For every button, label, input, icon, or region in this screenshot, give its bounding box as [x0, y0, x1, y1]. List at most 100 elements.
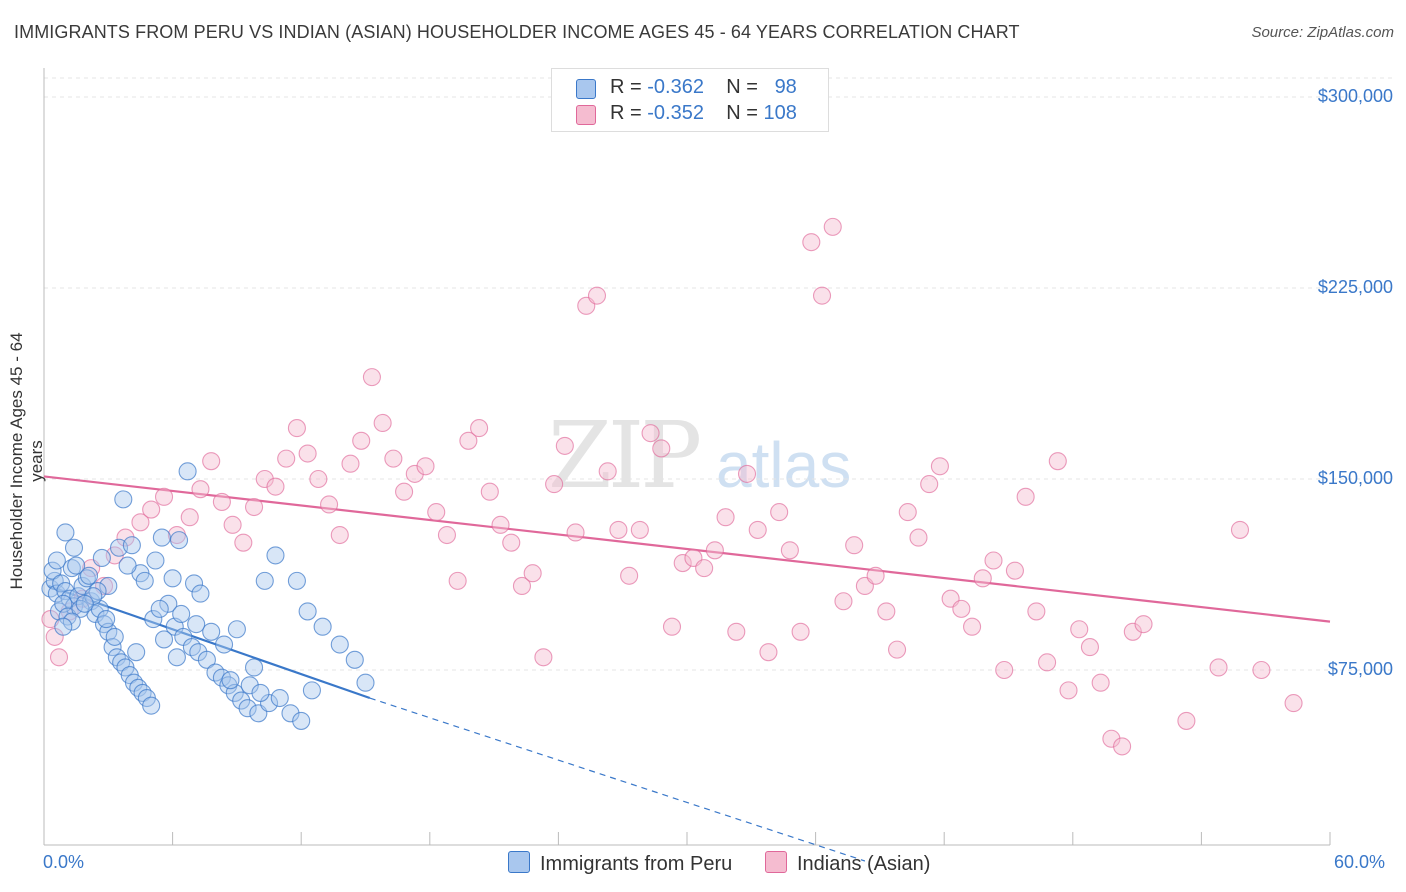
data-point-indians [587, 286, 607, 305]
legend-r-label: R = [610, 102, 642, 124]
data-point-indians [866, 566, 885, 585]
data-point-indians [180, 508, 199, 527]
data-point-indians [1102, 729, 1121, 748]
data-point-indians [641, 424, 660, 443]
data-point-indians [234, 533, 253, 552]
data-point-indians [437, 525, 456, 545]
watermark-zip: ZIP [548, 402, 702, 509]
data-point-indians [202, 452, 221, 471]
data-point-peru [152, 528, 171, 547]
bottom-legend-indians: Indians (Asian) [765, 851, 930, 876]
data-point-indians [255, 469, 274, 489]
bottom-legend-swatch-indians [765, 851, 787, 873]
data-point-indians [191, 480, 210, 499]
data-point-indians [973, 569, 992, 588]
data-point-indians [673, 553, 692, 573]
data-point-indians [298, 444, 317, 463]
data-point-peru [79, 566, 99, 585]
data-point-peru [244, 658, 264, 677]
x-tick-label: 60.0% [1334, 852, 1386, 872]
data-point-peru [214, 635, 234, 654]
data-point-peru [266, 546, 285, 565]
data-point-indians [566, 523, 585, 542]
data-point-indians [266, 477, 285, 496]
data-point-indians [116, 528, 135, 547]
data-point-indians [845, 536, 864, 555]
data-point-indians [963, 617, 982, 636]
data-point-indians [512, 576, 532, 596]
data-point-indians [49, 648, 69, 667]
data-point-indians [330, 525, 349, 545]
data-point-indians [154, 487, 174, 506]
data-point-indians [459, 431, 478, 450]
data-point-peru [345, 650, 364, 669]
data-point-peru [114, 490, 133, 509]
y-tick-label: $150,000 [1317, 468, 1393, 488]
watermark-atlas: atlas [716, 429, 852, 501]
data-point-peru [135, 571, 154, 590]
data-point-peru [122, 536, 141, 555]
data-point-indians [1016, 487, 1035, 506]
data-point-indians [727, 622, 746, 641]
data-point-peru [56, 523, 75, 542]
data-point-indians [320, 495, 339, 514]
chart-title: IMMIGRANTS FROM PERU VS INDIAN (ASIAN) H… [14, 22, 1020, 42]
data-point-peru [154, 630, 174, 649]
data-point-indians [555, 436, 574, 455]
data-point-peru [255, 571, 274, 590]
data-point-peru [105, 627, 124, 646]
data-point-indians [620, 566, 639, 585]
legend-n-value-peru: 98 [774, 76, 797, 98]
data-point-peru [191, 584, 210, 603]
data-point-indians [1134, 615, 1153, 634]
data-point-indians [373, 413, 392, 433]
data-point-peru [75, 594, 94, 613]
data-point-indians [1070, 620, 1089, 639]
data-point-peru [356, 673, 375, 692]
data-point-indians [1113, 737, 1132, 756]
data-point-peru [251, 683, 270, 702]
data-point-indians [662, 617, 682, 636]
bottom-legend-label-indians: Indians (Asian) [797, 853, 931, 875]
data-point-indians [142, 500, 161, 519]
trend-line-peru-extension [369, 697, 866, 862]
source-label: Source: ZipAtlas.com [1251, 24, 1394, 41]
data-point-indians [1027, 602, 1046, 621]
data-point-peru [227, 620, 246, 639]
data-point-indians [887, 640, 907, 659]
data-point-peru [221, 671, 240, 690]
data-point-indians [1091, 673, 1110, 692]
data-point-indians [352, 431, 371, 450]
legend-swatch-indians [576, 105, 596, 125]
data-point-indians [480, 482, 499, 501]
data-point-indians [1059, 681, 1078, 700]
data-point-indians [545, 475, 564, 494]
data-point-indians [780, 541, 799, 560]
data-point-indians [223, 515, 242, 534]
data-point-indians [823, 217, 842, 236]
data-point-peru [146, 551, 165, 570]
y-tick-label: $75,000 [1327, 659, 1393, 679]
data-point-indians [1080, 638, 1099, 657]
legend-r-value-peru: -0.362 [647, 76, 704, 98]
data-point-indians [705, 541, 724, 560]
data-point-indians [1230, 520, 1250, 539]
data-point-peru [281, 704, 300, 723]
data-point-indians [930, 457, 949, 476]
data-point-peru [62, 612, 81, 631]
data-point-indians [362, 368, 381, 387]
legend-swatch-peru [576, 79, 596, 99]
data-point-peru [187, 615, 206, 634]
data-point-peru [172, 604, 191, 624]
data-point-indians [791, 622, 810, 641]
data-point-indians [909, 528, 928, 547]
data-point-indians [995, 660, 1014, 680]
legend-n-value-indians: 108 [763, 102, 797, 124]
data-point-peru [54, 617, 73, 636]
data-point-peru [47, 551, 66, 570]
data-point-peru [270, 688, 289, 708]
trend-line-peru [47, 584, 371, 700]
legend-n-label: N = [726, 102, 758, 124]
data-point-indians [1048, 452, 1067, 471]
